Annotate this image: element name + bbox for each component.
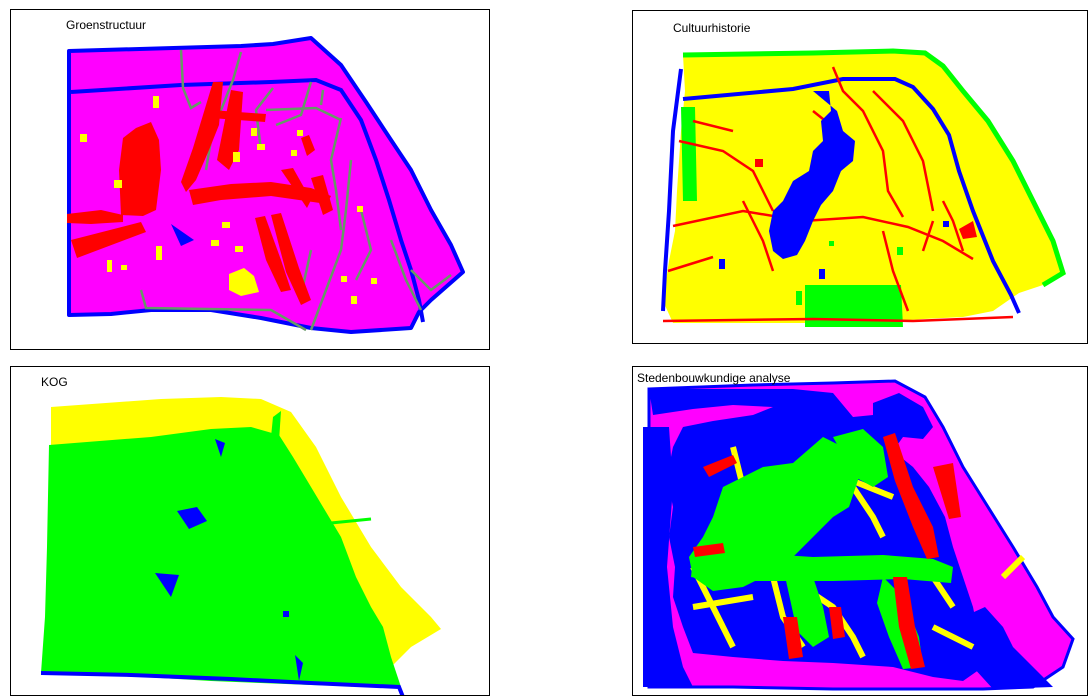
blue-edge [661, 68, 683, 312]
yellow-elements [80, 96, 377, 304]
stedenbouwkundige-map [643, 379, 1075, 691]
blue-spots [155, 439, 303, 681]
green-zones [681, 107, 903, 327]
green-area [41, 427, 401, 687]
district-area [663, 51, 1063, 323]
blue-ring [682, 77, 1021, 314]
blue-triangle-marker [171, 224, 194, 246]
panel-title: Cultuurhistorie [673, 21, 751, 35]
red-elements [693, 433, 961, 669]
map-panel-cultuurhistorie: Cultuurhistorie [632, 10, 1088, 344]
kog-map [40, 397, 441, 695]
panel-title: KOG [41, 375, 68, 389]
map-panel-kog: KOG [10, 366, 490, 696]
cultuurhistorie-map [661, 48, 1066, 327]
panel-title: Stedenbouwkundige analyse [637, 371, 791, 385]
red-lines [662, 66, 1014, 323]
blue-spots [719, 221, 949, 279]
map-panel-groenstructuur: Groenstructuur [10, 9, 490, 350]
map-panel-stedenbouwkundige-analyse: Stedenbouwkundige analyse [632, 366, 1088, 696]
blue-edge [40, 671, 405, 695]
red-green-elements [67, 82, 333, 305]
green-edge [682, 48, 1066, 288]
historic-center [769, 91, 855, 259]
ring-road [70, 77, 425, 323]
panel-title: Groenstructuur [66, 18, 147, 32]
green-wedge [271, 411, 281, 441]
red-spots [755, 159, 977, 239]
groenstructuur-map [67, 36, 465, 334]
